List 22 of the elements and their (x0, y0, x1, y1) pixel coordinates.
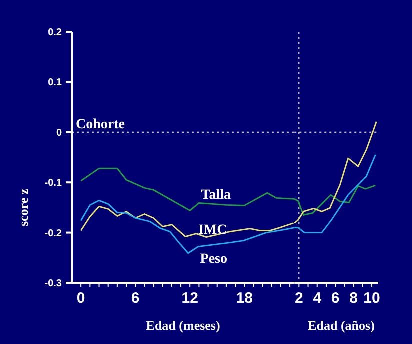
y-axis-title: score z (16, 188, 31, 227)
x-tick-label: 12 (182, 290, 198, 307)
x-tick-label: 6 (131, 290, 140, 307)
y-tick-label: 0 (56, 128, 62, 139)
x-tick-label: 18 (236, 290, 253, 307)
x-tick-label: 2 (294, 290, 304, 307)
x-axis-title: Edad (meses) (146, 318, 220, 333)
x-tick-label: 6 (331, 290, 340, 307)
y-tick-label: -0.2 (44, 228, 62, 240)
x-tick-label: 8 (350, 290, 358, 307)
y-tick-label: -0.1 (44, 178, 62, 190)
series-label: IMC (198, 222, 228, 238)
series-label: Talla (201, 188, 232, 204)
y-tick-label: 0.2 (48, 28, 62, 38)
y-tick-label: 0.1 (48, 78, 62, 89)
y-tick-label: -0.3 (44, 278, 62, 290)
x-tick-label: 10 (364, 290, 380, 307)
x-axis-title: Edad (años) (308, 318, 375, 333)
series-label: Peso (200, 252, 228, 267)
x-tick-label: 0 (76, 290, 86, 307)
x-tick-label: 4 (313, 290, 322, 307)
ref-line-label: Cohorte (76, 117, 125, 132)
